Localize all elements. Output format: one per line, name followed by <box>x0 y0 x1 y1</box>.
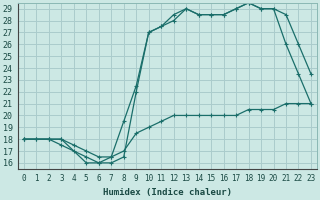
X-axis label: Humidex (Indice chaleur): Humidex (Indice chaleur) <box>103 188 232 197</box>
